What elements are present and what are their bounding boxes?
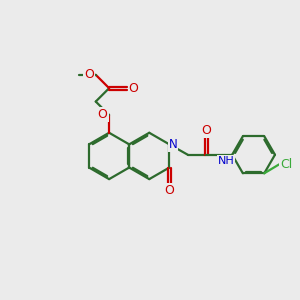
Text: O: O — [129, 82, 138, 95]
Text: O: O — [164, 184, 174, 197]
Text: N: N — [169, 138, 177, 151]
Text: NH: NH — [218, 156, 235, 166]
Text: Cl: Cl — [280, 158, 293, 171]
Text: O: O — [84, 68, 94, 81]
Text: O: O — [98, 108, 107, 122]
Text: O: O — [201, 124, 211, 137]
